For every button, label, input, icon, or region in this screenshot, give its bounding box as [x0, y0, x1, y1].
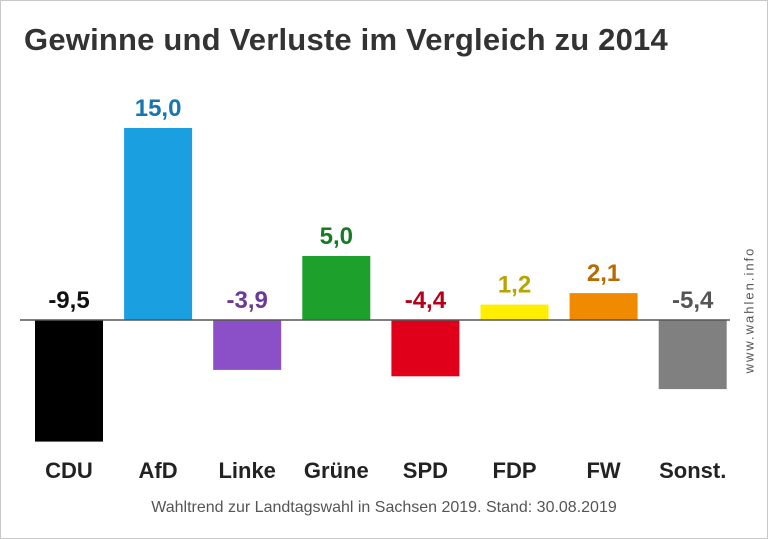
category-label-fw: FW — [586, 458, 620, 483]
value-label-linke: -3,9 — [227, 287, 268, 314]
category-label-gruene: Grüne — [304, 458, 369, 483]
value-label-cdu: -9,5 — [48, 287, 89, 314]
footer-note: Wahltrend zur Landtagswahl in Sachsen 20… — [151, 499, 617, 516]
category-label-cdu: CDU — [45, 458, 93, 483]
bars-group — [35, 128, 727, 442]
value-label-spd: -4,4 — [405, 287, 447, 314]
bar-gruene — [302, 256, 371, 320]
bar-sonst — [658, 320, 727, 390]
category-label-sonst: Sonst. — [659, 458, 726, 483]
value-label-afd: 15,0 — [135, 95, 182, 122]
value-label-sonst: -5,4 — [672, 287, 714, 314]
value-label-gruene: 5,0 — [320, 223, 353, 250]
watermark-text: www.wahlen.info — [741, 246, 757, 374]
bar-afd — [124, 128, 193, 320]
category-label-fdp: FDP — [493, 458, 537, 483]
bar-cdu — [35, 320, 103, 442]
value-labels-group: -9,5 15,0 -3,9 5,0 -4,4 1,2 2,1 -5,4 — [48, 95, 714, 314]
category-label-linke: Linke — [218, 458, 275, 483]
category-label-spd: SPD — [403, 458, 448, 483]
category-labels-group: CDU AfD Linke Grüne SPD FDP FW Sonst. — [45, 458, 726, 483]
chart-title: Gewinne und Verluste im Vergleich zu 201… — [24, 22, 668, 57]
bar-linke — [213, 320, 282, 370]
category-label-afd: AfD — [139, 458, 178, 483]
value-label-fw: 2,1 — [587, 260, 620, 287]
bar-fdp — [480, 304, 549, 320]
bar-spd — [391, 320, 460, 377]
bar-fw — [569, 293, 638, 320]
value-label-fdp: 1,2 — [498, 272, 531, 299]
